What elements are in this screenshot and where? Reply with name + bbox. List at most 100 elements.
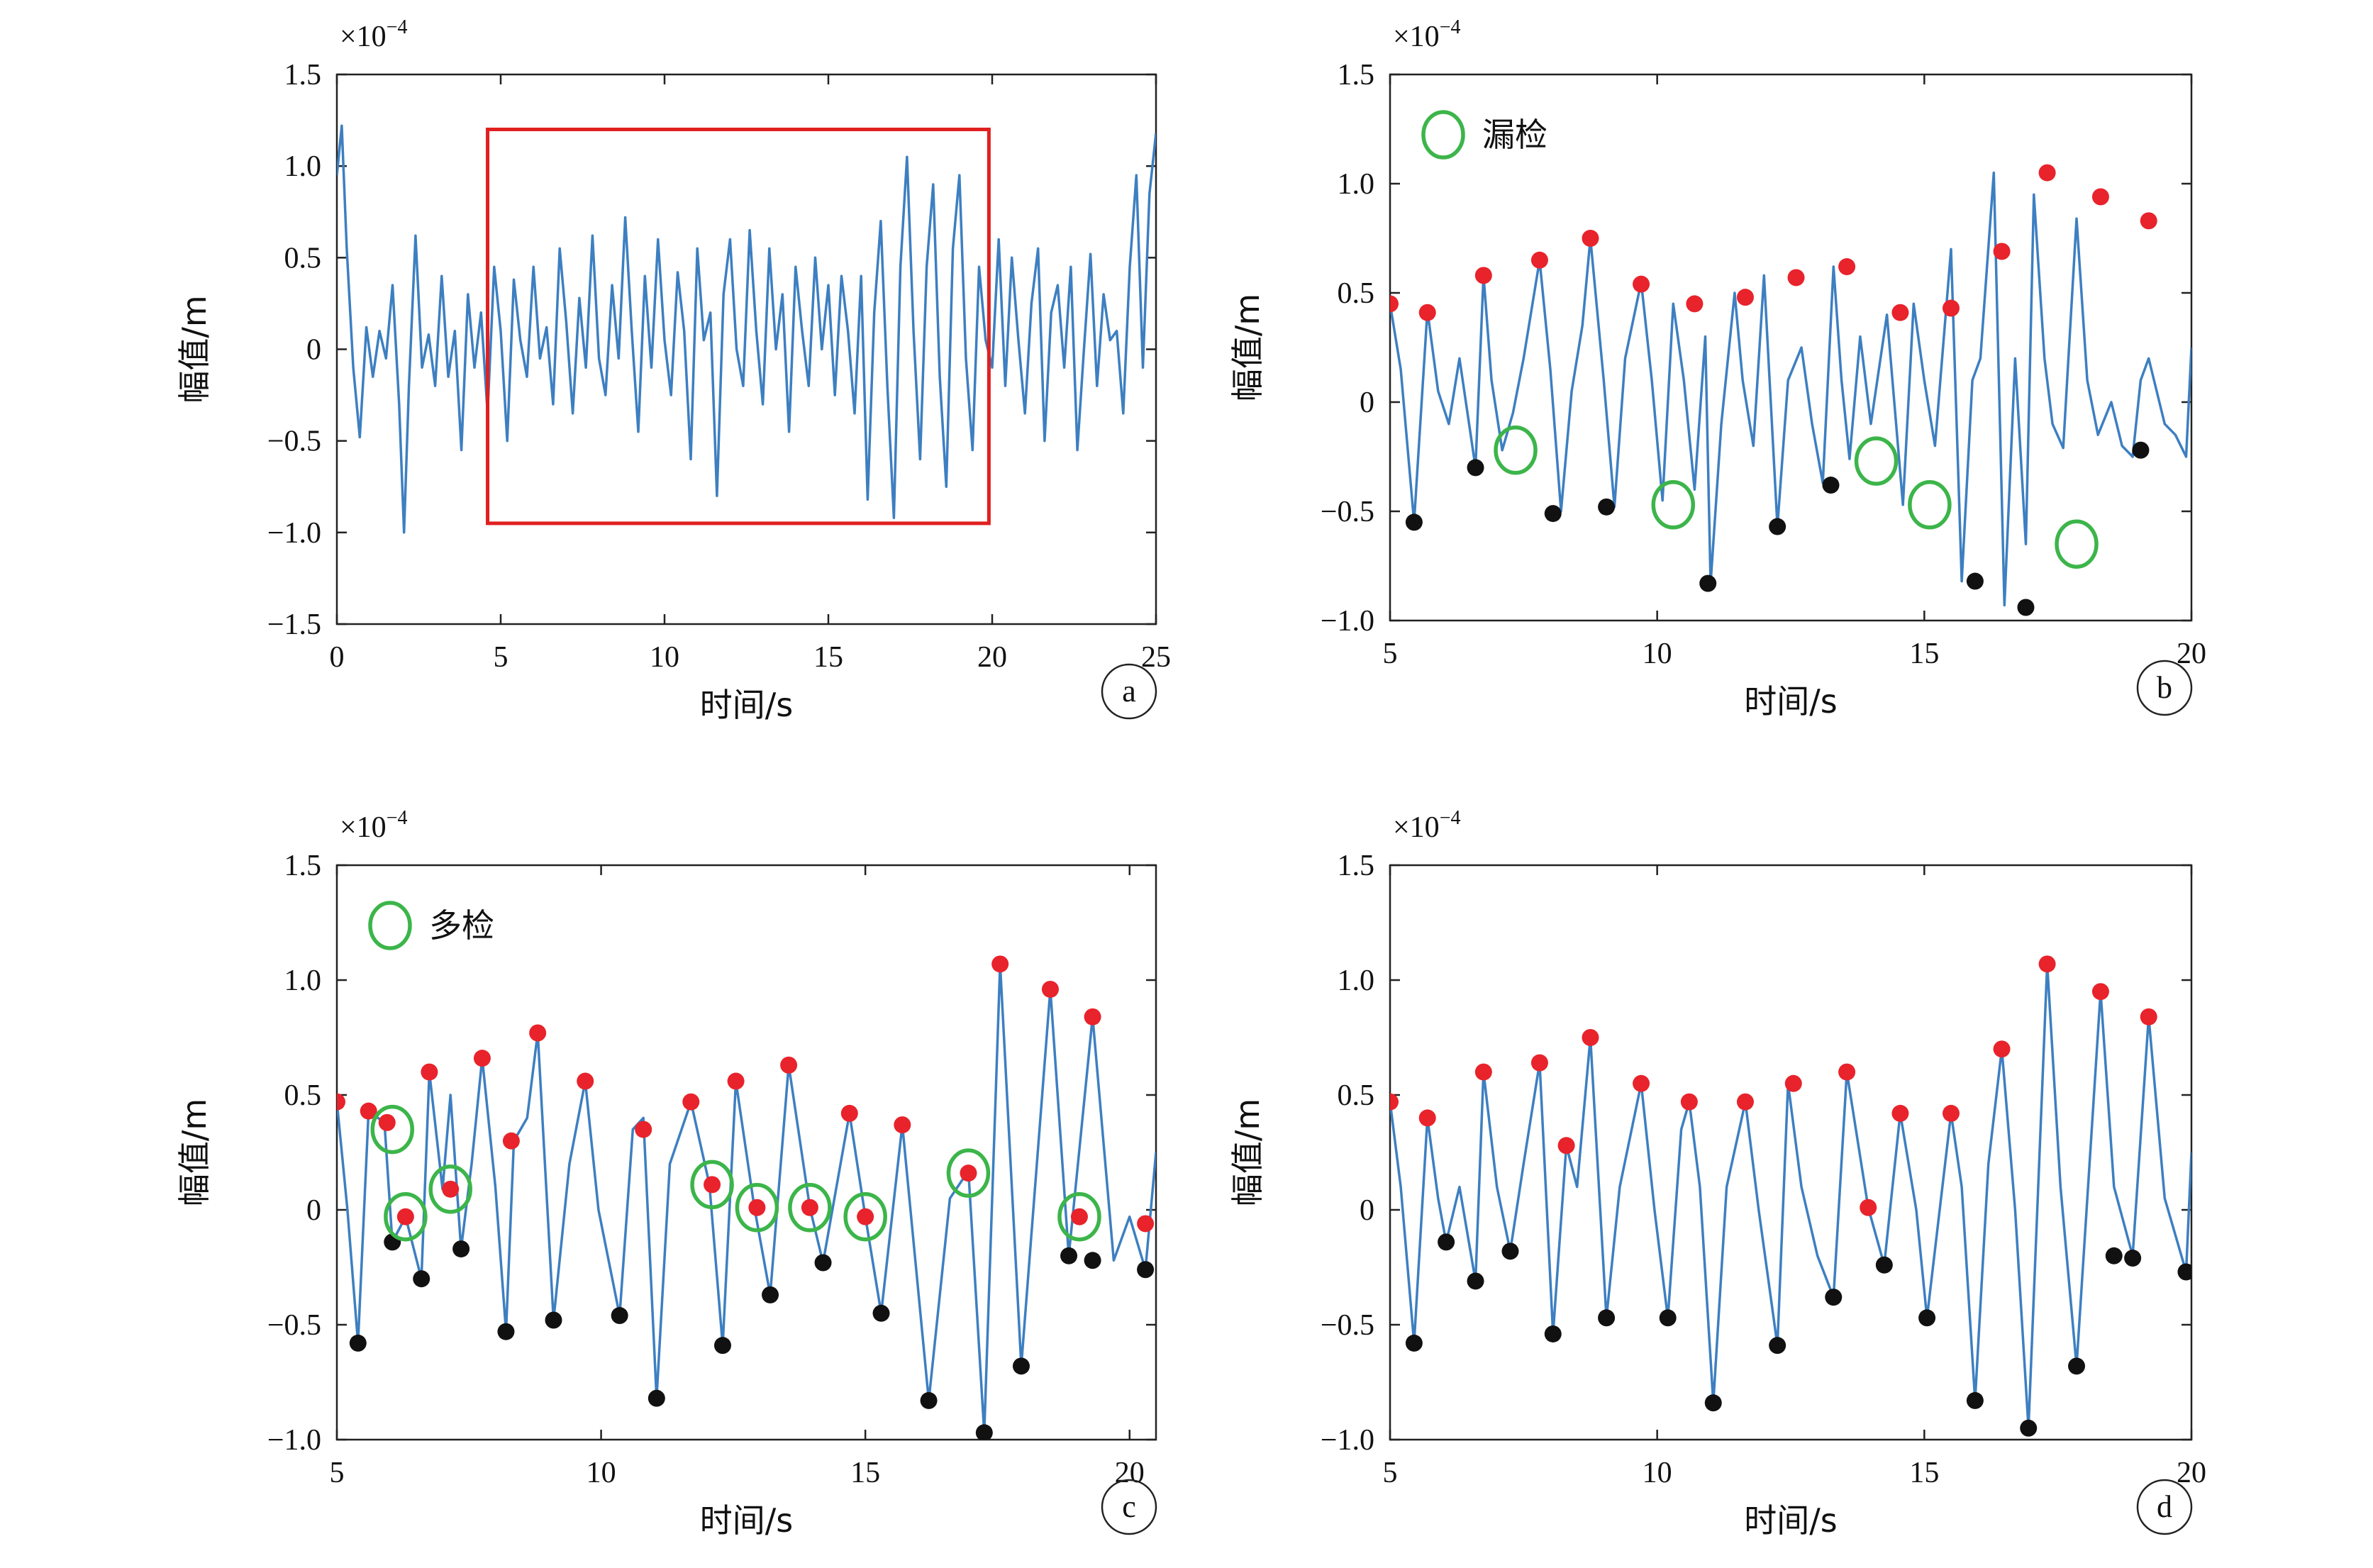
peak-marker bbox=[2038, 164, 2056, 182]
trough-marker bbox=[413, 1270, 430, 1288]
trough-marker bbox=[1825, 1289, 1843, 1306]
ring-marker bbox=[384, 1191, 428, 1242]
y-tick-label: 1.0 bbox=[1338, 964, 1375, 997]
y-tick-label: 0 bbox=[306, 1194, 321, 1227]
extra-peak-marker bbox=[442, 1180, 460, 1198]
trough-marker bbox=[611, 1307, 628, 1325]
trough-marker bbox=[1598, 498, 1616, 516]
panel-letter: b bbox=[2157, 670, 2172, 705]
peak-marker bbox=[1838, 1063, 1856, 1081]
peak-marker bbox=[1084, 1008, 1101, 1025]
panel-b: −1.0 −0.5 0 0.5 1.0 1.5 5 10 15 20 ×10−4 时间/s 幅值/m b 漏… bbox=[1228, 16, 2206, 721]
signal-line bbox=[1390, 962, 2191, 1430]
trough-marker bbox=[814, 1254, 832, 1272]
trough-marker bbox=[2017, 599, 2035, 616]
ring-marker bbox=[1854, 436, 1899, 486]
y-tick-label: 0.5 bbox=[1338, 1079, 1375, 1112]
trough-marker bbox=[1544, 1325, 1562, 1342]
peak-marker bbox=[1943, 299, 1960, 317]
panel-letter-circle bbox=[1101, 663, 1157, 720]
exponent-label: ×10−4 bbox=[1393, 16, 1460, 53]
x-tick-label: 5 bbox=[1383, 1457, 1398, 1489]
y-tick-label: −0.5 bbox=[1321, 496, 1374, 528]
trough-marker bbox=[1659, 1309, 1677, 1327]
legend-label: 多检 bbox=[429, 906, 494, 945]
peak-marker bbox=[360, 1102, 377, 1120]
trough-marker bbox=[2105, 1247, 2123, 1264]
ring-marker bbox=[690, 1160, 734, 1210]
peak-marker bbox=[337, 1093, 345, 1111]
y-tick-label: −0.5 bbox=[1321, 1309, 1374, 1342]
trough-marker bbox=[1875, 1256, 1893, 1274]
trough-marker bbox=[2132, 441, 2150, 459]
panel-d: −1.0 −0.5 0 0.5 1.0 1.5 5 10 15 20 ×10−4 时间/s 幅值/m d bbox=[1228, 807, 2206, 1540]
trough-marker bbox=[1467, 1272, 1484, 1290]
ring-marker bbox=[1494, 426, 1538, 475]
panel-letter-circle bbox=[2136, 1479, 2193, 1535]
x-tick-label: 20 bbox=[2177, 1457, 2206, 1489]
y-tick-label: 0.5 bbox=[284, 1079, 322, 1112]
trough-marker bbox=[545, 1311, 562, 1329]
panel-letter-circle bbox=[2136, 660, 2193, 716]
trough-marker bbox=[1060, 1247, 1078, 1264]
trough-marker bbox=[1501, 1242, 1519, 1260]
trough-marker bbox=[2068, 1357, 2086, 1375]
peak-marker bbox=[1418, 1109, 1436, 1127]
trough-marker bbox=[349, 1334, 367, 1352]
peak-marker bbox=[1390, 1093, 1399, 1111]
trough-marker bbox=[1084, 1252, 1101, 1269]
trough-marker bbox=[975, 1424, 993, 1440]
x-tick-label: 10 bbox=[1643, 638, 1672, 670]
extra-peak-marker bbox=[857, 1208, 874, 1225]
x-tick-label: 15 bbox=[813, 641, 843, 674]
x-tick-label: 25 bbox=[1141, 641, 1171, 674]
plot-area bbox=[1390, 955, 2191, 1437]
peak-marker bbox=[1860, 1199, 1877, 1216]
peak-marker bbox=[1993, 243, 2011, 260]
y-tick-label: 1.0 bbox=[284, 150, 322, 183]
trough-marker bbox=[1012, 1357, 1030, 1375]
trough-marker bbox=[1405, 513, 1423, 531]
y-tick-label: 1.0 bbox=[1338, 168, 1375, 201]
y-tick-label: 0 bbox=[1360, 1194, 1374, 1227]
trough-marker bbox=[1769, 1337, 1786, 1355]
peak-marker bbox=[421, 1063, 438, 1081]
peak-marker bbox=[1787, 269, 1805, 287]
ring-marker bbox=[1057, 1191, 1101, 1242]
trough-marker bbox=[1699, 574, 1717, 592]
peak-marker bbox=[1633, 275, 1650, 293]
trough-marker bbox=[762, 1286, 779, 1303]
extra-peak-marker bbox=[396, 1208, 414, 1225]
peak-marker bbox=[1530, 1054, 1548, 1072]
plot-frame bbox=[1389, 73, 2193, 622]
extra-peak-marker bbox=[748, 1199, 766, 1216]
ring-marker bbox=[735, 1183, 779, 1233]
peak-marker bbox=[1530, 251, 1548, 269]
ring-marker bbox=[1908, 480, 1952, 530]
peak-marker bbox=[1041, 980, 1059, 998]
peak-marker bbox=[1557, 1137, 1575, 1155]
ring-marker bbox=[788, 1183, 832, 1233]
x-tick-label: 5 bbox=[494, 641, 508, 674]
x-tick-label: 10 bbox=[587, 1457, 616, 1489]
plot-area bbox=[337, 124, 1156, 534]
y-tick-label: −1.0 bbox=[1321, 1424, 1374, 1457]
y-tick-label: −0.5 bbox=[267, 426, 321, 458]
peak-marker bbox=[2091, 188, 2109, 206]
peak-marker bbox=[1474, 1063, 1492, 1081]
extra-peak-marker bbox=[960, 1164, 977, 1182]
trough-marker bbox=[2124, 1250, 2142, 1267]
trough-marker bbox=[1918, 1309, 1936, 1327]
peak-marker bbox=[1838, 258, 1856, 276]
extra-peak-marker bbox=[801, 1199, 818, 1216]
trough-marker bbox=[648, 1389, 665, 1407]
y-tick-label: −0.5 bbox=[267, 1309, 321, 1342]
legend-label: 漏检 bbox=[1482, 116, 1547, 154]
peak-marker bbox=[1891, 304, 1909, 321]
peak-marker bbox=[1582, 1029, 1599, 1046]
trough-marker bbox=[1598, 1309, 1616, 1327]
y-tick-label: 1.5 bbox=[284, 59, 322, 91]
peak-marker bbox=[894, 1116, 911, 1134]
legend-ring-icon bbox=[368, 901, 412, 950]
panel-letter: c bbox=[1122, 1489, 1136, 1524]
